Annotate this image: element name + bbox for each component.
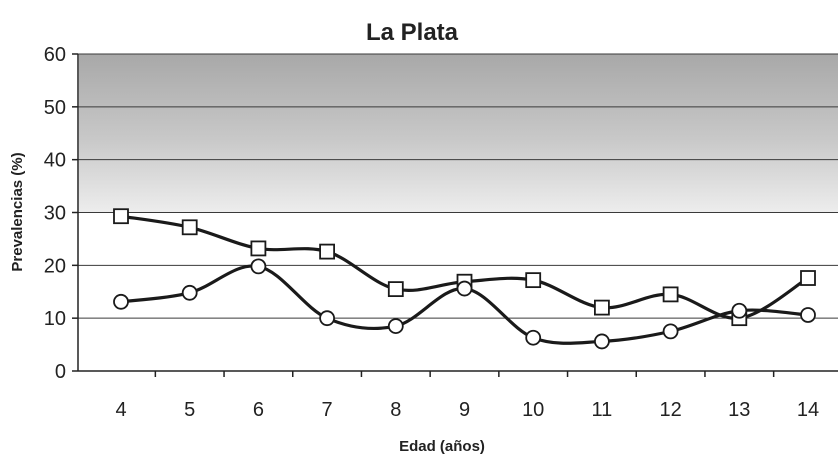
series-2-point-8 — [387, 318, 404, 334]
series-1-point-12 — [662, 286, 679, 303]
series-2-point-9 — [456, 280, 473, 297]
series-2-point-13 — [731, 302, 748, 319]
y-tick-label-20: 20 — [44, 255, 66, 277]
x-tick-label-5: 5 — [184, 399, 195, 421]
x-tick-label-9: 9 — [459, 399, 470, 421]
series-2-point-4 — [113, 293, 129, 310]
axes — [77, 54, 838, 377]
series-1-point-11 — [594, 299, 610, 316]
y-tick-labels: 0 10 20 30 40 50 60 — [44, 44, 66, 383]
x-tick-label-7: 7 — [322, 399, 333, 421]
x-tick-label-14: 14 — [797, 399, 819, 421]
series-2-point-12 — [662, 323, 679, 340]
y-tick-label-10: 10 — [44, 308, 66, 330]
x-tick-label-10: 10 — [522, 399, 544, 421]
x-tick-label-12: 12 — [659, 399, 681, 421]
series-1-point-6 — [250, 240, 267, 257]
series-2-point-6 — [250, 258, 267, 275]
shaded-band — [79, 54, 838, 213]
series-group — [113, 208, 816, 350]
x-tick-label-11: 11 — [592, 399, 613, 421]
y-tick-label-0: 0 — [55, 361, 66, 383]
x-tick-labels: 4 5 6 7 8 9 10 11 12 13 14 — [115, 399, 819, 421]
x-axis-label: Edad (años) — [399, 438, 485, 455]
y-tick-label-50: 50 — [44, 97, 66, 119]
series-1-point-10 — [525, 272, 542, 289]
x-tick-label-6: 6 — [253, 399, 264, 421]
series-1-point-8 — [387, 281, 404, 298]
y-axis-label: Prevalencias (%) — [9, 152, 26, 271]
x-tick-label-13: 13 — [728, 399, 750, 421]
series-2-point-7 — [319, 310, 336, 327]
series-2-point-10 — [525, 329, 542, 346]
series-2-point-14 — [800, 307, 816, 323]
grid-lines — [72, 53, 838, 372]
x-tick-label-8: 8 — [390, 399, 401, 421]
y-tick-label-30: 30 — [44, 203, 66, 225]
chart-title: La Plata — [366, 19, 459, 46]
x-tick-label-4: 4 — [115, 399, 126, 421]
series-1-point-5 — [181, 219, 198, 236]
series-2-point-5 — [181, 284, 198, 301]
series-1-point-14 — [800, 270, 816, 286]
y-tick-label-60: 60 — [44, 44, 66, 66]
series-2-point-11 — [594, 333, 610, 350]
series-1-point-7 — [319, 243, 336, 260]
y-tick-label-40: 40 — [44, 150, 66, 172]
series-1-point-4 — [113, 208, 129, 225]
